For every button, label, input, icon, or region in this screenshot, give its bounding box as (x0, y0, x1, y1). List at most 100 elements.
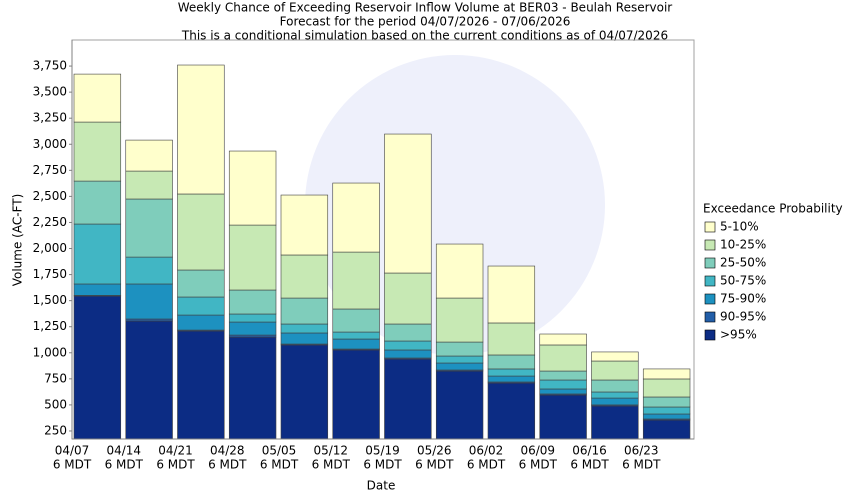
bar-segment (591, 379, 639, 393)
y-tick-label: 3,000 (33, 137, 67, 151)
y-tick-label: 750 (44, 371, 67, 385)
legend-swatch (704, 293, 716, 305)
bar-segment (228, 336, 277, 440)
x-tick-sublabel: 6 MDT (570, 458, 609, 472)
legend-label: 25-50% (720, 256, 766, 270)
y-tick-label: 250 (44, 423, 67, 437)
x-tick-label: 06/16 (572, 444, 607, 458)
bar-segment (332, 182, 380, 253)
bar-segment (332, 338, 380, 350)
y-tick-label: 1,500 (33, 293, 67, 307)
bar-segment (73, 73, 122, 123)
bar-segment (73, 295, 122, 440)
x-axis-label: Date (367, 479, 396, 493)
bar-segment (642, 368, 691, 380)
bar-segment (435, 243, 484, 299)
legend-title: Exceedance Probability (703, 202, 843, 216)
y-tick-label: 3,500 (33, 85, 67, 99)
y-axis-label: Volume (AC-FT) (11, 194, 25, 287)
x-tick-label: 05/19 (365, 444, 400, 458)
legend-swatch (704, 257, 716, 269)
y-tick-label: 1,250 (33, 319, 67, 333)
legend-label: >95% (720, 328, 757, 342)
bar-segment (125, 256, 173, 285)
bar-segment (487, 322, 536, 356)
x-tick-sublabel: 6 MDT (53, 458, 92, 472)
x-tick-label: 05/26 (417, 444, 452, 458)
legend-label: 10-25% (720, 238, 766, 252)
bar-segment (280, 323, 329, 334)
bar-segment (177, 296, 225, 316)
bar-segment (177, 330, 225, 440)
x-tick-sublabel: 6 MDT (260, 458, 299, 472)
x-tick-sublabel: 6 MDT (622, 458, 661, 472)
bar-segment (332, 349, 380, 440)
bar-segment (332, 331, 380, 340)
bar-segment (539, 333, 587, 346)
x-tick-sublabel: 6 MDT (519, 458, 558, 472)
bar-segment (177, 269, 225, 298)
bar-segment (125, 139, 173, 172)
bar-segment (539, 379, 587, 390)
legend-swatch (704, 221, 716, 233)
bar-segment (384, 323, 432, 342)
y-tick-label: 3,250 (33, 111, 67, 125)
y-tick-label: 2,750 (33, 163, 67, 177)
x-tick-label: 04/21 (158, 444, 193, 458)
bar-segment (591, 391, 639, 399)
chart-subtitle: This is a conditional simulation based o… (181, 29, 668, 43)
bar-segment (332, 308, 380, 333)
bar-segment (280, 194, 329, 256)
bar-segment (642, 419, 691, 440)
bar-segment (539, 388, 587, 395)
bar-segment (73, 223, 122, 285)
bar-segment (435, 370, 484, 440)
x-tick-sublabel: 6 MDT (156, 458, 195, 472)
bar-segment (487, 382, 536, 440)
legend-label: 90-95% (720, 310, 766, 324)
bar-segment (228, 224, 277, 291)
bar-segment (228, 150, 277, 226)
y-tick-label: 1,750 (33, 267, 67, 281)
bar-segment (487, 354, 536, 370)
bar-segment (435, 362, 484, 371)
bar-segment (125, 198, 173, 258)
bar-segment (384, 358, 432, 440)
bar-segment (642, 396, 691, 408)
bar-segment (642, 378, 691, 398)
bar-segment (487, 368, 536, 377)
x-tick-sublabel: 6 MDT (415, 458, 454, 472)
x-tick-label: 06/09 (520, 444, 555, 458)
y-tick-label: 1,000 (33, 345, 67, 359)
bar-segment (384, 133, 432, 274)
chart-subtitle: Forecast for the period 04/07/2026 - 07/… (280, 15, 571, 29)
bar-segment (125, 170, 173, 200)
bar-segment (280, 332, 329, 345)
y-tick-label: 2,500 (33, 189, 67, 203)
bar-segment (125, 283, 173, 320)
y-tick-label: 2,250 (33, 215, 67, 229)
bar-segment (73, 283, 122, 296)
bar-segment (539, 344, 587, 372)
bar-segment (177, 64, 225, 195)
bar-segment (591, 351, 639, 362)
bar-segment (435, 355, 484, 364)
bar-segment (73, 121, 122, 182)
x-tick-label: 05/05 (262, 444, 297, 458)
bar-segment (228, 313, 277, 323)
bar-segment (539, 394, 587, 440)
bar-segment (591, 397, 639, 406)
x-tick-sublabel: 6 MDT (208, 458, 247, 472)
bar-segment (487, 375, 536, 383)
bar-segment (73, 180, 122, 225)
x-tick-sublabel: 6 MDT (105, 458, 144, 472)
bar-segment (125, 320, 173, 440)
bar-segment (435, 297, 484, 343)
bar-segment (332, 251, 380, 310)
y-tick-label: 3,750 (33, 59, 67, 73)
legend-label: 5-10% (720, 220, 759, 234)
x-tick-sublabel: 6 MDT (363, 458, 402, 472)
y-tick-label: 2,000 (33, 241, 67, 255)
x-tick-label: 06/23 (624, 444, 659, 458)
bar-segment (228, 289, 277, 315)
